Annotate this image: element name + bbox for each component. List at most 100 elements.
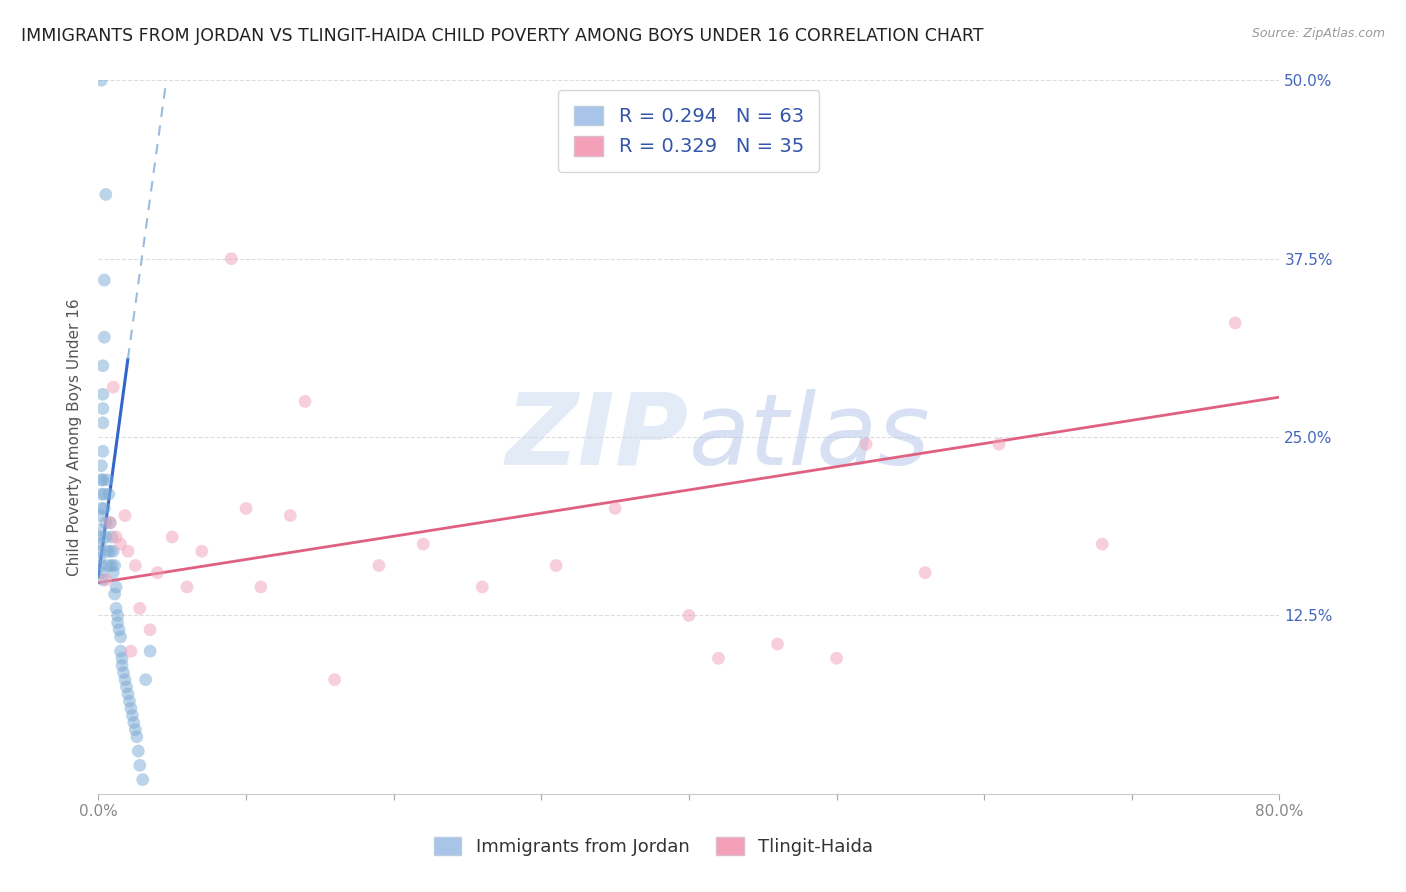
Point (93, 330, 115, 344)
Point (91, 416, 114, 430)
Point (90, 458, 112, 473)
Point (111, 658, 134, 673)
Point (91, 387, 114, 401)
Point (127, 744, 149, 758)
Legend: Immigrants from Jordan, Tlingit-Haida: Immigrants from Jordan, Tlingit-Haida (427, 830, 880, 863)
Point (104, 558, 127, 573)
Point (128, 758, 150, 772)
Point (90, 73, 112, 87)
Point (90, 566, 112, 580)
Point (90, 487, 112, 501)
Point (89, 523, 111, 537)
Point (103, 544, 125, 558)
Point (104, 587, 127, 601)
Point (107, 608, 129, 623)
Point (825, 651, 848, 665)
Point (90, 558, 112, 573)
Point (91, 401, 114, 416)
Point (89, 551, 111, 566)
Point (122, 715, 145, 730)
Point (146, 566, 169, 580)
Point (112, 665, 135, 680)
Point (1091, 537, 1114, 551)
Point (111, 651, 134, 665)
Text: Source: ZipAtlas.com: Source: ZipAtlas.com (1251, 27, 1385, 40)
Point (124, 723, 146, 737)
Point (114, 508, 136, 523)
Point (678, 608, 700, 623)
Point (98, 516, 121, 530)
Point (94, 530, 117, 544)
Point (323, 673, 346, 687)
Point (135, 673, 157, 687)
Point (914, 566, 936, 580)
Point (988, 437, 1011, 451)
Point (103, 566, 125, 580)
Point (96, 544, 118, 558)
Point (139, 644, 162, 658)
Point (97, 487, 120, 501)
Point (162, 530, 183, 544)
Point (103, 380, 125, 394)
Point (294, 394, 316, 409)
Point (546, 558, 568, 573)
Point (89, 508, 111, 523)
Text: ZIP: ZIP (506, 389, 689, 485)
Point (96, 473, 118, 487)
Point (120, 701, 142, 715)
Point (176, 580, 198, 594)
Point (91, 359, 114, 373)
Point (91, 473, 114, 487)
Point (235, 501, 257, 516)
Point (93, 487, 115, 501)
Point (766, 637, 789, 651)
Point (368, 558, 391, 573)
Point (191, 544, 214, 558)
Point (250, 580, 273, 594)
Point (100, 530, 122, 544)
Point (118, 694, 141, 708)
Point (605, 501, 627, 516)
Point (91, 444, 114, 458)
Text: atlas: atlas (689, 389, 931, 485)
Point (1225, 316, 1247, 330)
Point (125, 730, 148, 744)
Point (221, 252, 243, 266)
Point (707, 651, 730, 665)
Point (105, 530, 128, 544)
Point (412, 537, 434, 551)
Point (105, 601, 128, 615)
Point (94, 573, 117, 587)
Point (94, 516, 117, 530)
Point (124, 558, 146, 573)
Point (128, 601, 150, 615)
Point (855, 437, 877, 451)
Point (98, 516, 121, 530)
Point (89, 537, 111, 551)
Point (89, 530, 111, 544)
Point (97, 558, 120, 573)
Point (117, 687, 139, 701)
Point (93, 273, 115, 287)
Point (280, 508, 302, 523)
Point (132, 772, 155, 787)
Point (90, 473, 112, 487)
Point (100, 558, 122, 573)
Point (90, 501, 112, 516)
Point (114, 673, 136, 687)
Point (110, 630, 132, 644)
Point (120, 644, 142, 658)
Point (94, 187, 117, 202)
Point (91, 573, 114, 587)
Point (98, 544, 121, 558)
Point (117, 544, 139, 558)
Point (89, 544, 111, 558)
Point (110, 644, 132, 658)
Point (139, 623, 162, 637)
Text: IMMIGRANTS FROM JORDAN VS TLINGIT-HAIDA CHILD POVERTY AMONG BOYS UNDER 16 CORREL: IMMIGRANTS FROM JORDAN VS TLINGIT-HAIDA … (21, 27, 984, 45)
Point (110, 537, 132, 551)
Point (115, 680, 138, 694)
Point (105, 580, 128, 594)
Point (121, 708, 143, 723)
Point (108, 623, 131, 637)
